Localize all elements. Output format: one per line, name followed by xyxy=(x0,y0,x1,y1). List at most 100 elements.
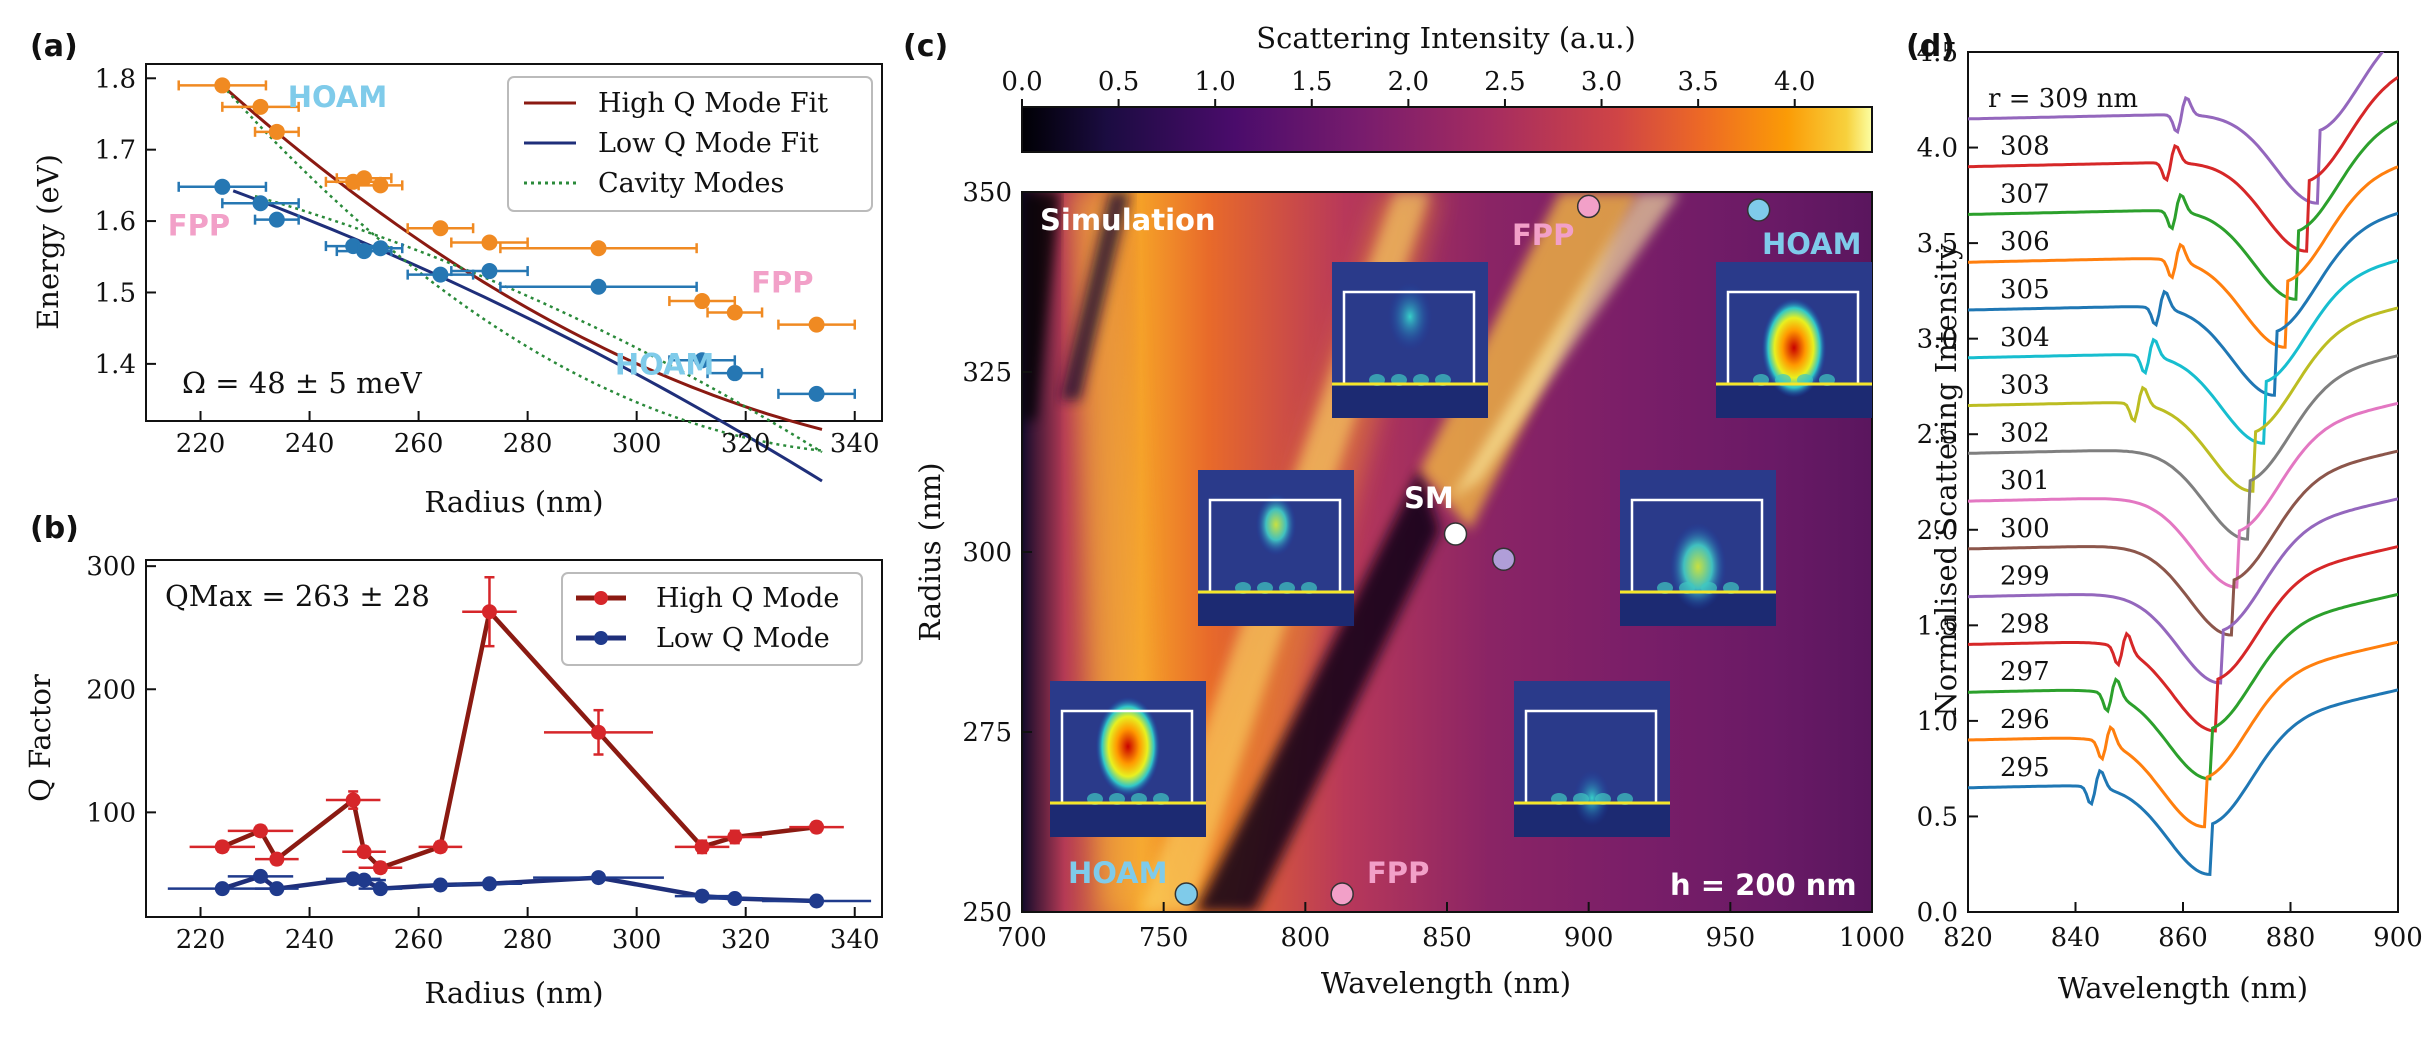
mode-marker xyxy=(1491,547,1516,571)
panel-label-a: (a) xyxy=(30,29,78,64)
field-hotspot xyxy=(1573,769,1611,827)
y-tick-label: 2.0 xyxy=(1917,516,1958,546)
colorbar-tick-label: 2.0 xyxy=(1388,67,1429,97)
data-point xyxy=(252,98,269,115)
data-point xyxy=(727,829,743,845)
fpp-label-bottom: FPP xyxy=(1367,856,1429,890)
data-point xyxy=(214,178,231,195)
spectrum-line xyxy=(1968,688,2398,877)
panel-a-frame xyxy=(145,63,883,422)
field-hotspot xyxy=(1669,523,1727,611)
spectrum-line xyxy=(1968,401,2398,589)
x-tick-label: 900 xyxy=(2373,923,2423,953)
y-tick-label: 0.5 xyxy=(1917,802,1958,832)
spectrum-label: 298 xyxy=(2000,609,2050,639)
panel-d-curves xyxy=(1968,52,2398,877)
legend-low-q-fit: Low Q Mode Fit xyxy=(598,128,819,159)
mode-label: HOAM xyxy=(615,348,714,382)
data-point xyxy=(808,316,825,333)
y-tick-label: 300 xyxy=(962,538,1012,568)
x-tick-label: 240 xyxy=(285,925,335,955)
panel-c-ylabel: Radius (nm) xyxy=(913,462,947,641)
field-hotspot xyxy=(1387,282,1433,351)
data-point xyxy=(694,839,710,855)
x-tick-label: 1000 xyxy=(1839,923,1905,953)
spectrum-label: 299 xyxy=(2000,562,2050,592)
x-tick-label: 820 xyxy=(1943,923,1993,953)
data-point xyxy=(432,266,449,283)
spectrum-line xyxy=(1968,640,2398,829)
spectrum-line xyxy=(1968,75,2398,253)
simulation-label: Simulation xyxy=(1040,203,1216,237)
spectrum-line xyxy=(1968,545,2398,733)
data-point xyxy=(252,195,269,212)
x-tick-label: 300 xyxy=(612,429,662,459)
panel-a-fits xyxy=(221,84,823,483)
spectrum-label: 307 xyxy=(2000,179,2050,209)
data-point xyxy=(269,851,285,867)
legend-low-q-mode: Low Q Mode xyxy=(656,623,830,654)
y-tick-label: 325 xyxy=(962,358,1012,388)
panel-b: 220 240 260 280 300 320 340 100 200 300 Radius (n… xyxy=(23,552,883,1010)
data-point xyxy=(356,872,372,888)
data-point xyxy=(432,839,448,855)
x-tick-label: 320 xyxy=(721,925,771,955)
panel-c: Scattering Intensity (a.u.) 0.0 0.5 1.0 1.5… xyxy=(913,21,1905,1000)
spectrum-label: 304 xyxy=(2000,323,2050,353)
y-tick-label: 1.4 xyxy=(95,350,136,380)
y-tick-label: 1.5 xyxy=(95,278,136,308)
low-q-mode-fit-line xyxy=(232,189,823,483)
panel-a-points xyxy=(177,77,856,402)
data-point xyxy=(372,860,388,876)
x-tick-label: 840 xyxy=(2051,923,2101,953)
panel-a-ylabel: Energy (eV) xyxy=(31,154,65,330)
x-tick-label: 280 xyxy=(503,429,553,459)
legend-high-q-mode-marker xyxy=(594,591,608,605)
spectrum-label: 302 xyxy=(2000,418,2050,448)
panel-label-c: (c) xyxy=(903,29,948,64)
y-tick-label: 1.5 xyxy=(1917,611,1958,641)
data-point xyxy=(590,240,607,257)
y-tick-label: 350 xyxy=(962,178,1012,208)
x-tick-label: 700 xyxy=(997,923,1047,953)
panel-b-xlabel: Radius (nm) xyxy=(424,976,603,1010)
spectrum-label: 301 xyxy=(2000,466,2050,496)
panel-b-legend-box xyxy=(561,572,863,666)
y-tick-label: 200 xyxy=(86,675,136,705)
high-q-mode-fit-line xyxy=(221,84,823,431)
colorbar-tick-label: 1.5 xyxy=(1291,67,1332,97)
panel-a: 220 240 260 280 300 320 340 1.4 1.5 1.6 1.7 1.8 Rad… xyxy=(31,63,883,519)
hoam-label-bottom: HOAM xyxy=(1068,856,1167,890)
heatmap-hoam-ridge xyxy=(1420,192,1640,530)
panel-a-legend-box xyxy=(507,76,873,212)
x-tick-label: 280 xyxy=(503,925,553,955)
spectrum-line xyxy=(1968,354,2398,541)
inset-substrate xyxy=(1050,805,1206,837)
spectrum-line xyxy=(1968,165,2398,349)
spectrum-line xyxy=(1968,211,2398,397)
field-hotspot xyxy=(1255,493,1297,556)
heatmap-hoam-ridge-core xyxy=(1450,192,1680,500)
field-map-inset xyxy=(1198,470,1354,626)
y-tick-label: 1.8 xyxy=(95,64,136,94)
y-tick-label: 100 xyxy=(86,798,136,828)
panel-b-annotation: QMax = 263 ± 28 xyxy=(165,579,430,613)
data-point xyxy=(809,819,825,835)
height-label: h = 200 nm xyxy=(1670,868,1857,902)
panel-c-xlabel: Wavelength (nm) xyxy=(1321,966,1571,1000)
data-point xyxy=(268,123,285,140)
panel-b-ylabel: Q Factor xyxy=(23,674,57,802)
panel-label-b: (b) xyxy=(30,511,79,546)
field-insets xyxy=(1050,262,1872,837)
spectrum-line xyxy=(1968,306,2398,493)
data-point xyxy=(356,170,373,187)
data-point xyxy=(481,876,497,892)
spectrum-label: 303 xyxy=(2000,371,2050,401)
y-tick-label: 4.0 xyxy=(1917,134,1958,164)
data-point xyxy=(372,240,389,257)
data-point xyxy=(214,77,231,94)
colorbar-tick-label: 3.0 xyxy=(1581,67,1622,97)
panel-d-ylabel: Normalised Scattering Intensity xyxy=(1929,243,1963,717)
data-point xyxy=(372,177,389,194)
inset-substrate xyxy=(1198,594,1354,626)
